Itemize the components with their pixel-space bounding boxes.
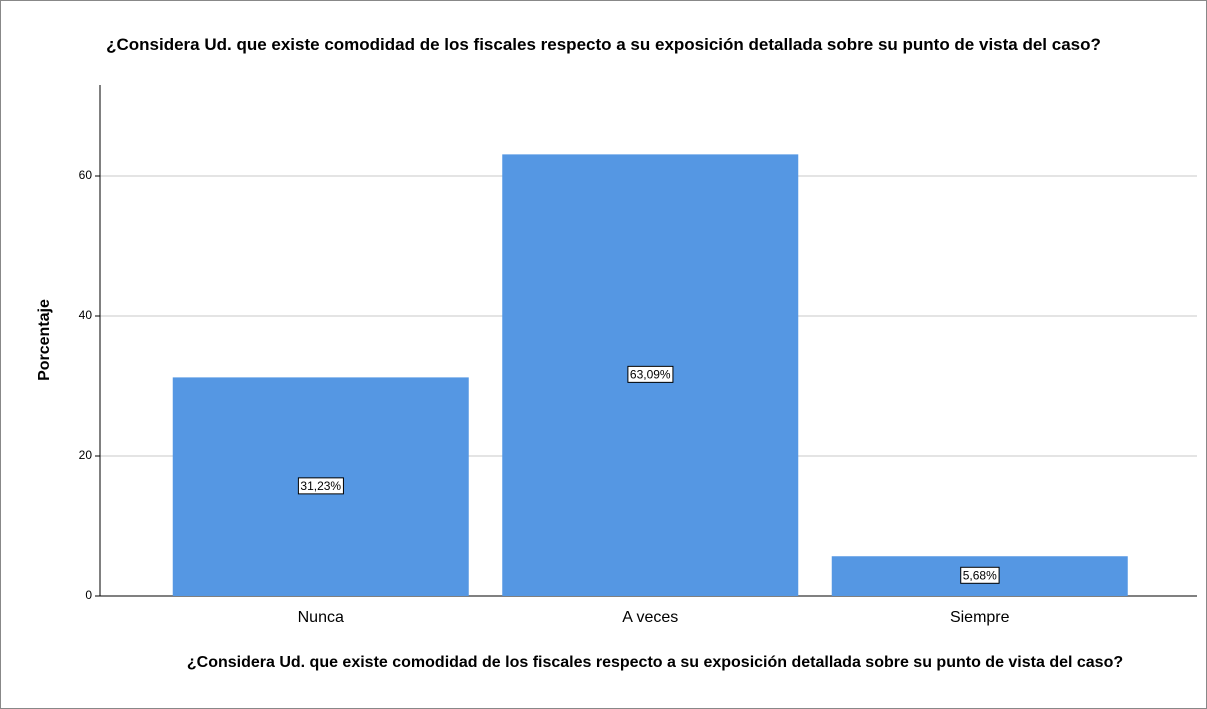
y-tick-label: 60 <box>79 168 93 182</box>
value-label-box <box>627 365 674 383</box>
x-tick-label: Nunca <box>298 609 344 626</box>
y-axis-label: Porcentaje <box>36 299 53 381</box>
y-tick-label: 20 <box>79 448 93 462</box>
x-tick-label: A veces <box>622 609 678 626</box>
chart-title: ¿Considera Ud. que existe comodidad de l… <box>106 35 1101 54</box>
x-axis-label: ¿Considera Ud. que existe comodidad de l… <box>186 654 1124 671</box>
value-label: 63,09% <box>630 367 671 381</box>
value-label-box <box>960 566 1000 584</box>
x-tick-label: Siempre <box>950 609 1010 626</box>
y-tick-label: 0 <box>85 588 92 602</box>
value-label-box <box>297 477 344 495</box>
value-label: 31,23% <box>300 479 341 493</box>
value-label: 5,68% <box>963 568 997 582</box>
y-tick-label: 40 <box>79 308 93 322</box>
